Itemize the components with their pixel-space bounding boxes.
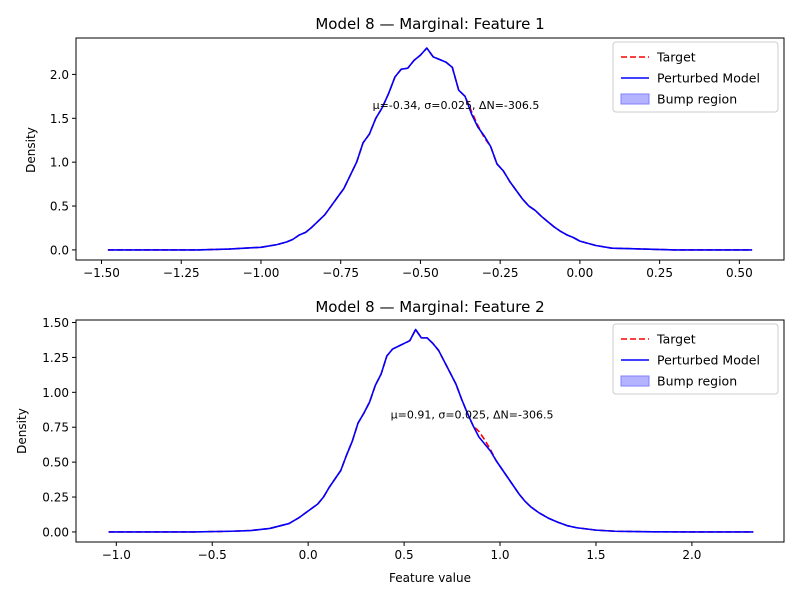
plot-area: −1.50 −1.25 −1.00 −0.75 −0.50 −0.25 0.00 0.25 0.… bbox=[50, 37, 785, 280]
x-tick-label: −1.25 bbox=[163, 266, 200, 280]
legend-label: Bump region bbox=[657, 374, 737, 389]
x-tick-label: 0.5 bbox=[395, 548, 414, 562]
legend-label: Bump region bbox=[657, 92, 737, 107]
x-axis-label: Feature value bbox=[389, 571, 471, 585]
x-tick-label: 2.0 bbox=[682, 548, 701, 562]
x-tick-label: −1.50 bbox=[83, 266, 120, 280]
x-tick-label: 1.5 bbox=[586, 548, 605, 562]
x-tick-label: 0.50 bbox=[726, 266, 753, 280]
x-tick-label: 0.00 bbox=[567, 266, 594, 280]
x-tick-label: −1.0 bbox=[102, 548, 131, 562]
series-line-perturbed-model bbox=[108, 328, 754, 533]
bump-annotation: μ=0.91, σ=0.025, ΔN=-306.5 bbox=[391, 409, 554, 422]
y-tick-label: 0.75 bbox=[42, 421, 69, 435]
y-tick-label: 2.0 bbox=[50, 68, 69, 82]
chart-feature-1: Model 8 — Marginal: Feature 1 Density −1… bbox=[24, 15, 785, 280]
x-tick-label: −1.00 bbox=[243, 266, 280, 280]
legend: Target Perturbed Model Bump region bbox=[612, 323, 779, 395]
y-tick-label: 1.00 bbox=[42, 386, 69, 400]
chart-title: Model 8 — Marginal: Feature 1 bbox=[315, 15, 544, 33]
x-tick-label: 1.0 bbox=[490, 548, 509, 562]
x-tick-label: 0.0 bbox=[299, 548, 318, 562]
axes-frame bbox=[75, 319, 785, 543]
y-tick-label: 1.0 bbox=[50, 156, 69, 170]
x-tick-label: −0.25 bbox=[482, 266, 519, 280]
y-tick-label: 1.25 bbox=[42, 351, 69, 365]
legend-box bbox=[612, 323, 779, 395]
y-tick-label: 0.25 bbox=[42, 491, 69, 505]
legend-box bbox=[612, 41, 779, 113]
legend-label: Perturbed Model bbox=[657, 353, 760, 368]
y-tick-label: 0.0 bbox=[50, 243, 69, 257]
legend-label: Target bbox=[656, 50, 696, 65]
y-axis-label: Density bbox=[24, 127, 38, 173]
series-line-perturbed-model bbox=[107, 47, 753, 251]
x-tick-label: −0.50 bbox=[402, 266, 439, 280]
y-tick-label: 0.00 bbox=[42, 525, 69, 539]
legend-swatch-bump-region bbox=[620, 93, 650, 105]
x-tick-label: −0.5 bbox=[198, 548, 227, 562]
y-tick-label: 0.50 bbox=[42, 456, 69, 470]
plot-area: −1.0 −0.5 0.0 0.5 1.0 1.5 2.0 0.00 0.25 0.50 0.75 1… bbox=[42, 316, 785, 562]
axes-frame bbox=[75, 37, 785, 261]
bump-region bbox=[463, 38, 479, 260]
y-tick-label: 1.5 bbox=[50, 112, 69, 126]
legend: Target Perturbed Model Bump region bbox=[612, 41, 779, 113]
y-tick-label: 0.5 bbox=[50, 200, 69, 214]
x-tick-label: 0.25 bbox=[646, 266, 673, 280]
legend-label: Perturbed Model bbox=[657, 71, 760, 86]
chart-feature-2: Model 8 — Marginal: Feature 2 Density Fe… bbox=[15, 298, 785, 585]
legend-label: Target bbox=[656, 332, 696, 347]
x-tick-label: −0.75 bbox=[322, 266, 359, 280]
legend-swatch-bump-region bbox=[620, 375, 650, 387]
y-tick-label: 1.50 bbox=[42, 316, 69, 330]
y-axis-label: Density bbox=[15, 408, 29, 454]
chart-title: Model 8 — Marginal: Feature 2 bbox=[315, 298, 544, 316]
bump-annotation: μ=-0.34, σ=0.025, ΔN=-306.5 bbox=[373, 99, 540, 112]
